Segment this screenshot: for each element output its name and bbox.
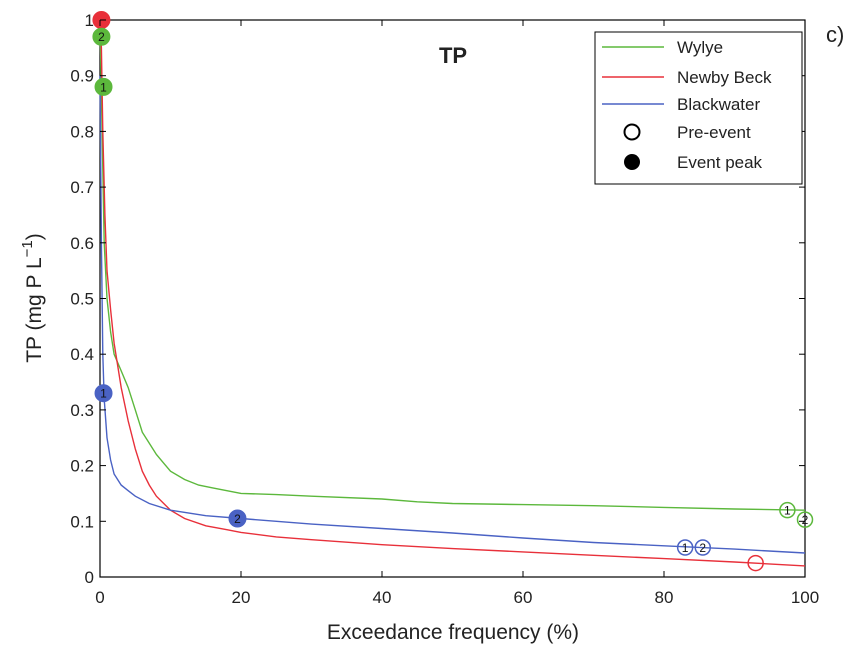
legend-filled-circle-icon xyxy=(624,154,640,170)
legend-open-circle-icon xyxy=(623,123,641,141)
legend-label-blackwater: Blackwater xyxy=(677,95,760,114)
marker-wylye-pre-event-2-label: 2 xyxy=(802,513,809,527)
y-tick-label-0-5: 0.5 xyxy=(70,290,94,309)
x-tick-label-20: 20 xyxy=(232,588,251,607)
x-axis-label: Exceedance frequency (%) xyxy=(327,621,579,644)
x-tick-label-100: 100 xyxy=(791,588,819,607)
marker-blackwater-pre-event-2 xyxy=(694,539,712,556)
marker-wylye-pre-event-1 xyxy=(779,501,796,519)
chart-title: TP xyxy=(439,43,467,68)
series-layer xyxy=(99,19,806,567)
y-tick-label-0-6: 0.6 xyxy=(70,234,94,253)
y-tick-label-1: 1 xyxy=(85,11,94,30)
marker-wylye-event-peak-2 xyxy=(92,27,111,46)
x-tick-label-40: 40 xyxy=(373,588,392,607)
y-tick-label-0-1: 0.1 xyxy=(70,512,94,531)
marker-blackwater-event-peak-1-label: 1 xyxy=(100,387,107,401)
y-axis-label-main: TP (mg P L xyxy=(23,257,46,362)
y-axis-label-superscript: −1 xyxy=(19,240,36,257)
y-tick-label-0-7: 0.7 xyxy=(70,178,94,197)
marker-wylye-event-peak-2-label: 2 xyxy=(98,30,105,44)
y-axis-label-close: ) xyxy=(23,233,46,240)
y-tick-label-0-3: 0.3 xyxy=(70,401,94,420)
marker-wylye-pre-event-1-label: 1 xyxy=(784,504,791,518)
legend-label-wylye: Wylye xyxy=(677,38,723,57)
x-tick-label-0: 0 xyxy=(95,588,104,607)
y-tick-label-0-4: 0.4 xyxy=(70,345,94,364)
legend-label-newby-beck: Newby Beck xyxy=(677,68,772,87)
panel-label: c) xyxy=(826,22,844,47)
axis-layer: 0 20 40 60 80 100 0 0.1 0.2 0.3 0.4 0.5 0.6 0.7 0.8 0.9… xyxy=(70,11,819,607)
series-line-wylye xyxy=(99,19,806,511)
legend-label-event-peak: Event peak xyxy=(677,153,763,172)
marker-wylye-event-peak-1-label: 1 xyxy=(100,80,107,94)
y-tick-label-0-2: 0.2 xyxy=(70,457,94,476)
x-tick-label-60: 60 xyxy=(514,588,533,607)
legend: Wylye Newby Beck Blackwater Pre-event Ev… xyxy=(594,31,803,185)
y-tick-label-0: 0 xyxy=(85,568,94,587)
marker-blackwater-event-peak-1 xyxy=(94,384,113,403)
marker-blackwater-pre-event-2-label: 2 xyxy=(699,541,706,555)
y-axis-label: TP (mg P L−1) xyxy=(19,233,46,363)
marker-wylye-event-peak-1 xyxy=(94,77,113,96)
y-tick-label-0-9: 0.9 xyxy=(70,67,94,86)
marker-wylye-pre-event-2 xyxy=(796,511,814,528)
marker-newby-beck-pre-event xyxy=(747,554,764,572)
y-tick-label-0-8: 0.8 xyxy=(70,122,94,141)
series-line-blackwater xyxy=(99,75,806,554)
marker-blackwater-event-peak-2-label: 2 xyxy=(234,512,241,526)
marker-blackwater-event-peak-2 xyxy=(228,509,247,528)
x-tick-label-80: 80 xyxy=(655,588,674,607)
marker-blackwater-pre-event-1 xyxy=(676,539,694,556)
marker-blackwater-pre-event-1-label: 1 xyxy=(682,541,689,555)
legend-label-pre-event: Pre-event xyxy=(677,123,751,142)
